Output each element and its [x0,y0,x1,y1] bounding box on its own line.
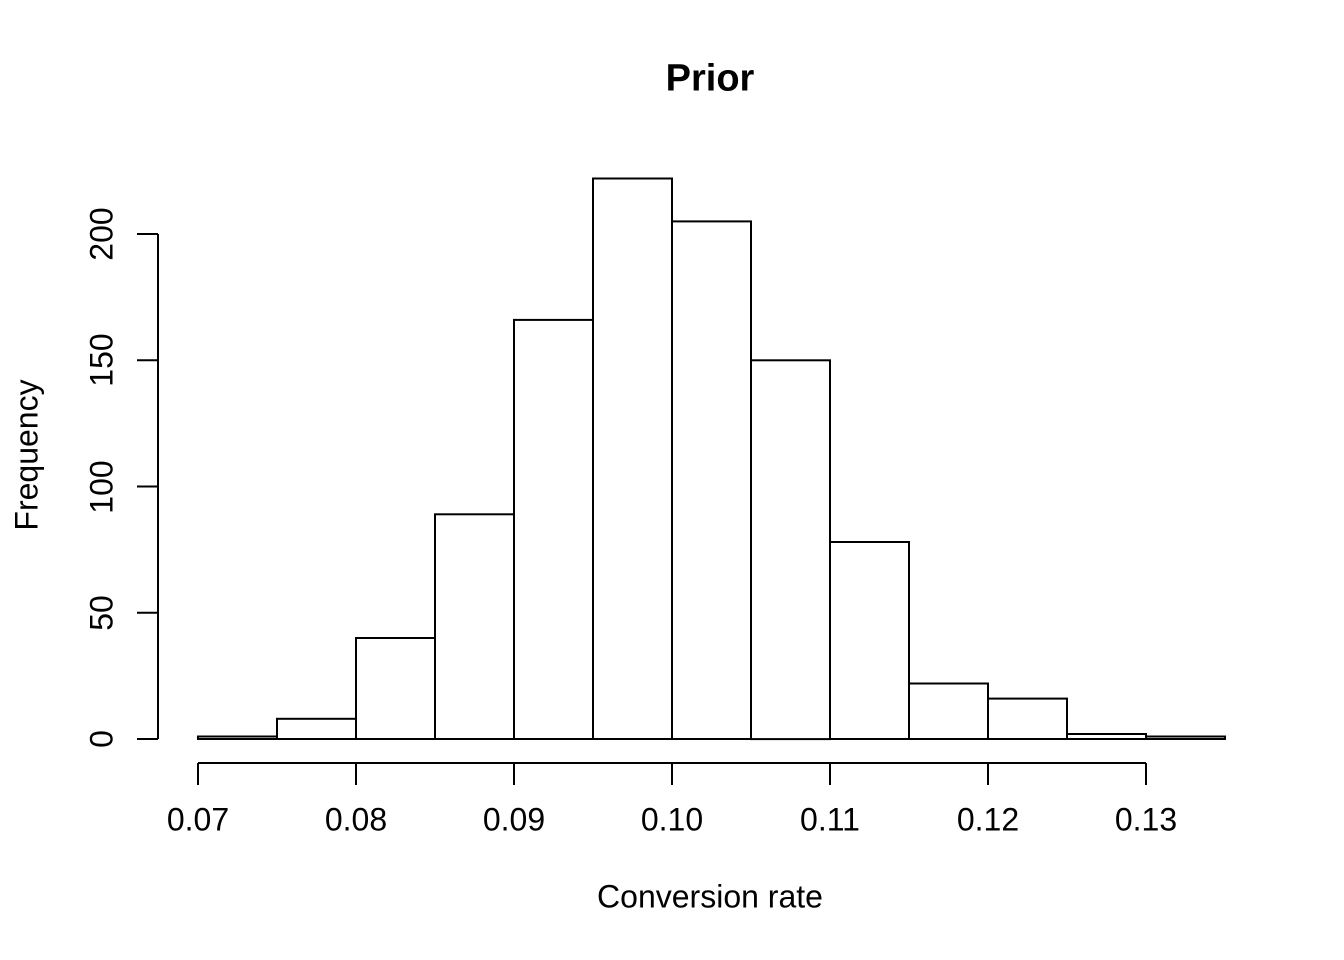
histogram-bar [355,637,436,740]
x-tick-label: 0.10 [640,801,704,838]
x-axis-title: Conversion rate [597,878,823,915]
histogram-bar [671,220,752,740]
y-tick-label: 150 [83,333,120,387]
histogram-bar [750,359,831,741]
histogram-bar [1145,735,1226,740]
x-tick-label: 0.11 [800,801,860,838]
chart-title: Prior [665,57,755,100]
x-tick-label: 0.09 [482,801,546,838]
x-tick-label: 0.13 [1114,801,1178,838]
histogram-bar [987,697,1068,740]
histogram-bar [592,177,673,740]
histogram-bar [513,318,594,740]
histogram-bar [276,717,357,740]
histogram-bar [434,513,515,740]
y-tick-label: 100 [83,459,120,514]
histogram-bar [829,541,910,740]
y-axis-title: Frequency [8,379,45,531]
y-tick-label: 50 [83,594,120,631]
y-tick-label: 0 [83,730,120,748]
y-tick-label: 200 [83,207,120,261]
x-tick-label: 0.12 [956,801,1020,838]
x-tick-label: 0.08 [324,801,388,838]
x-tick-label: 0.07 [166,801,230,838]
histogram-bar [1066,733,1147,740]
histogram-bar [908,682,989,740]
histogram-bar [197,735,278,740]
